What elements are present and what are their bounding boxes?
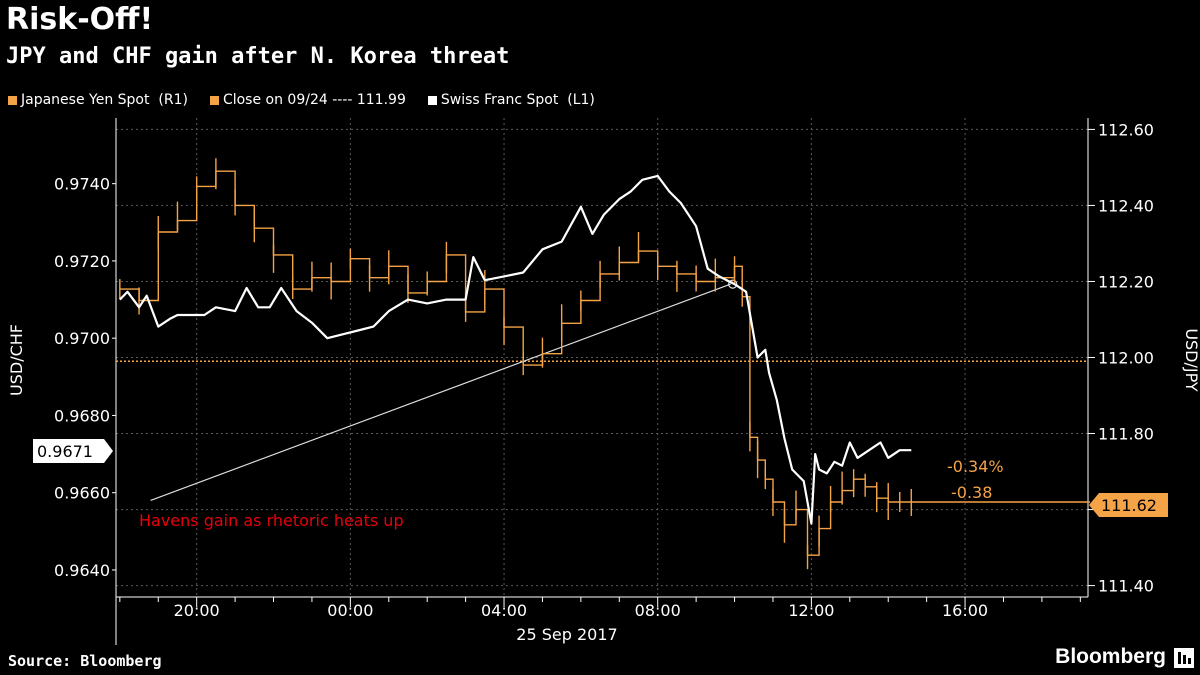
right-tick-label: 111.40 (1098, 577, 1154, 596)
chf-last-value-tag: 0.9671 (33, 439, 113, 463)
left-tick-label: 0.9660 (54, 484, 110, 503)
jpy-last-value-tag: 111.62 (1089, 493, 1168, 517)
right-axis-label: USD/JPY (1182, 328, 1200, 392)
jpy-last-value: 111.62 (1101, 496, 1157, 515)
left-tick-label: 0.9680 (54, 406, 110, 425)
x-tick-label: 08:00 (635, 601, 681, 620)
x-tick-label: 04:00 (481, 601, 527, 620)
axes: 111.40111.60111.80112.00112.20112.40112.… (54, 118, 1154, 645)
x-axis-date-label: 25 Sep 2017 (516, 625, 617, 644)
trend-line (150, 283, 731, 501)
x-tick-label: 16:00 (942, 601, 988, 620)
annotation-pct-change: -0.34% (947, 457, 1004, 476)
legend-close: Close on 09/24 ---- 111.99 (222, 92, 406, 108)
chf-series-line (119, 174, 912, 525)
source-note: Source: Bloomberg (8, 652, 162, 670)
left-tick-label: 0.9740 (54, 175, 110, 194)
close-swatch-icon (209, 95, 219, 105)
jpy-swatch-icon (8, 95, 17, 105)
brand-logo: Bloomberg (1055, 645, 1166, 668)
left-axis-label: USD/CHF (7, 324, 26, 396)
x-tick-label: 12:00 (788, 601, 834, 620)
chart-subtitle: JPY and CHF gain after N. Korea threat (6, 44, 510, 69)
legend-jpy: Japanese Yen Spot (R1) (21, 92, 188, 108)
left-tick-label: 0.9720 (54, 252, 110, 271)
grid-lines (116, 118, 1088, 597)
chart-marks (116, 158, 1090, 570)
chf-swatch-icon (427, 95, 437, 105)
right-tick-label: 111.80 (1098, 425, 1154, 444)
jpy-series-line (119, 170, 912, 556)
chart-legend: Japanese Yen Spot (R1) Close on 09/24 --… (8, 92, 595, 108)
annotation-abs-change: -0.38 (951, 483, 992, 502)
right-tick-label: 112.20 (1098, 272, 1154, 291)
annotation-havens: Havens gain as rhetoric heats up (139, 511, 404, 530)
left-tick-label: 0.9700 (54, 329, 110, 348)
chf-last-value: 0.9671 (37, 442, 93, 461)
right-tick-label: 112.00 (1098, 349, 1154, 368)
bloomberg-terminal-icon (1174, 648, 1194, 668)
right-tick-label: 112.40 (1098, 196, 1154, 215)
legend-chf: Swiss Franc Spot (L1) (440, 92, 595, 108)
x-tick-label: 00:00 (327, 601, 373, 620)
trend-line-end-marker (728, 279, 738, 289)
right-tick-label: 112.60 (1098, 120, 1154, 139)
x-tick-label: 20:00 (174, 601, 220, 620)
left-tick-label: 0.9640 (54, 561, 110, 580)
chart-title: Risk-Off! (6, 2, 154, 37)
